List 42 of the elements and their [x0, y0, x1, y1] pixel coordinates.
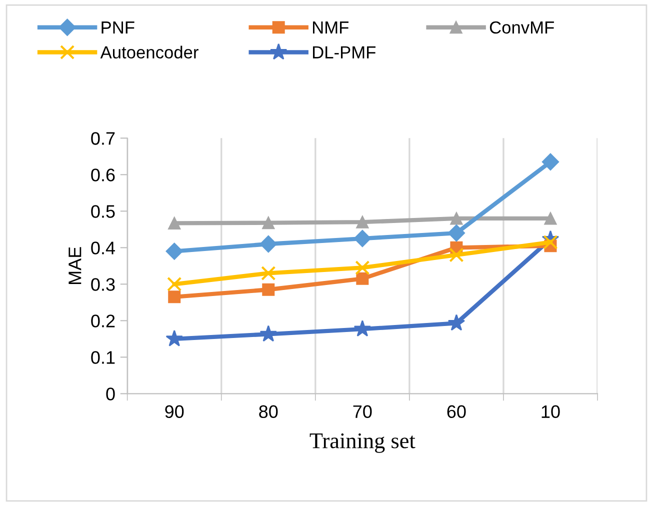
- point: [262, 216, 275, 230]
- point: [354, 320, 372, 336]
- point: [543, 234, 558, 250]
- y-tick-label: 0.2: [91, 314, 115, 328]
- x-tick-label: 60: [447, 405, 466, 418]
- y-tick-label: 0: [106, 388, 115, 400]
- point: [448, 314, 466, 331]
- point: [262, 283, 275, 296]
- x-tick-label: 70: [353, 405, 372, 418]
- y-tick-label: 0.4: [91, 242, 116, 254]
- point: [168, 290, 181, 304]
- point: [356, 272, 369, 285]
- point: [260, 325, 278, 342]
- point: [166, 330, 183, 346]
- x-axis-title: Training set: [310, 433, 416, 453]
- point: [168, 216, 181, 230]
- point: [356, 216, 369, 228]
- point: [166, 242, 183, 260]
- x-tick-label: 90: [165, 405, 184, 418]
- y-tick-label: 0.6: [91, 168, 115, 182]
- y-tick-label: 0.3: [91, 278, 115, 291]
- y-tick-label: 0.1: [91, 351, 115, 364]
- legend-label: Autoencoder: [100, 46, 198, 59]
- x-tick-label: 80: [259, 405, 278, 418]
- y-tick-label: 0.5: [91, 205, 115, 218]
- point: [355, 260, 370, 276]
- point: [167, 276, 182, 292]
- point: [261, 266, 276, 280]
- point: [448, 224, 465, 242]
- legend-label: PNF: [102, 22, 134, 34]
- point: [449, 248, 464, 262]
- y-axis-title: MAE: [68, 247, 82, 284]
- legend-label: DL-PMF: [313, 46, 376, 58]
- point: [544, 212, 557, 225]
- y-tick-label: 0.7: [91, 132, 115, 145]
- point: [542, 153, 560, 170]
- legend-label: ConvMF: [490, 21, 554, 34]
- point: [260, 235, 277, 253]
- point: [450, 212, 463, 225]
- legend-label: NMF: [313, 22, 348, 34]
- x-tick-label: 10: [542, 405, 560, 418]
- point: [354, 230, 371, 248]
